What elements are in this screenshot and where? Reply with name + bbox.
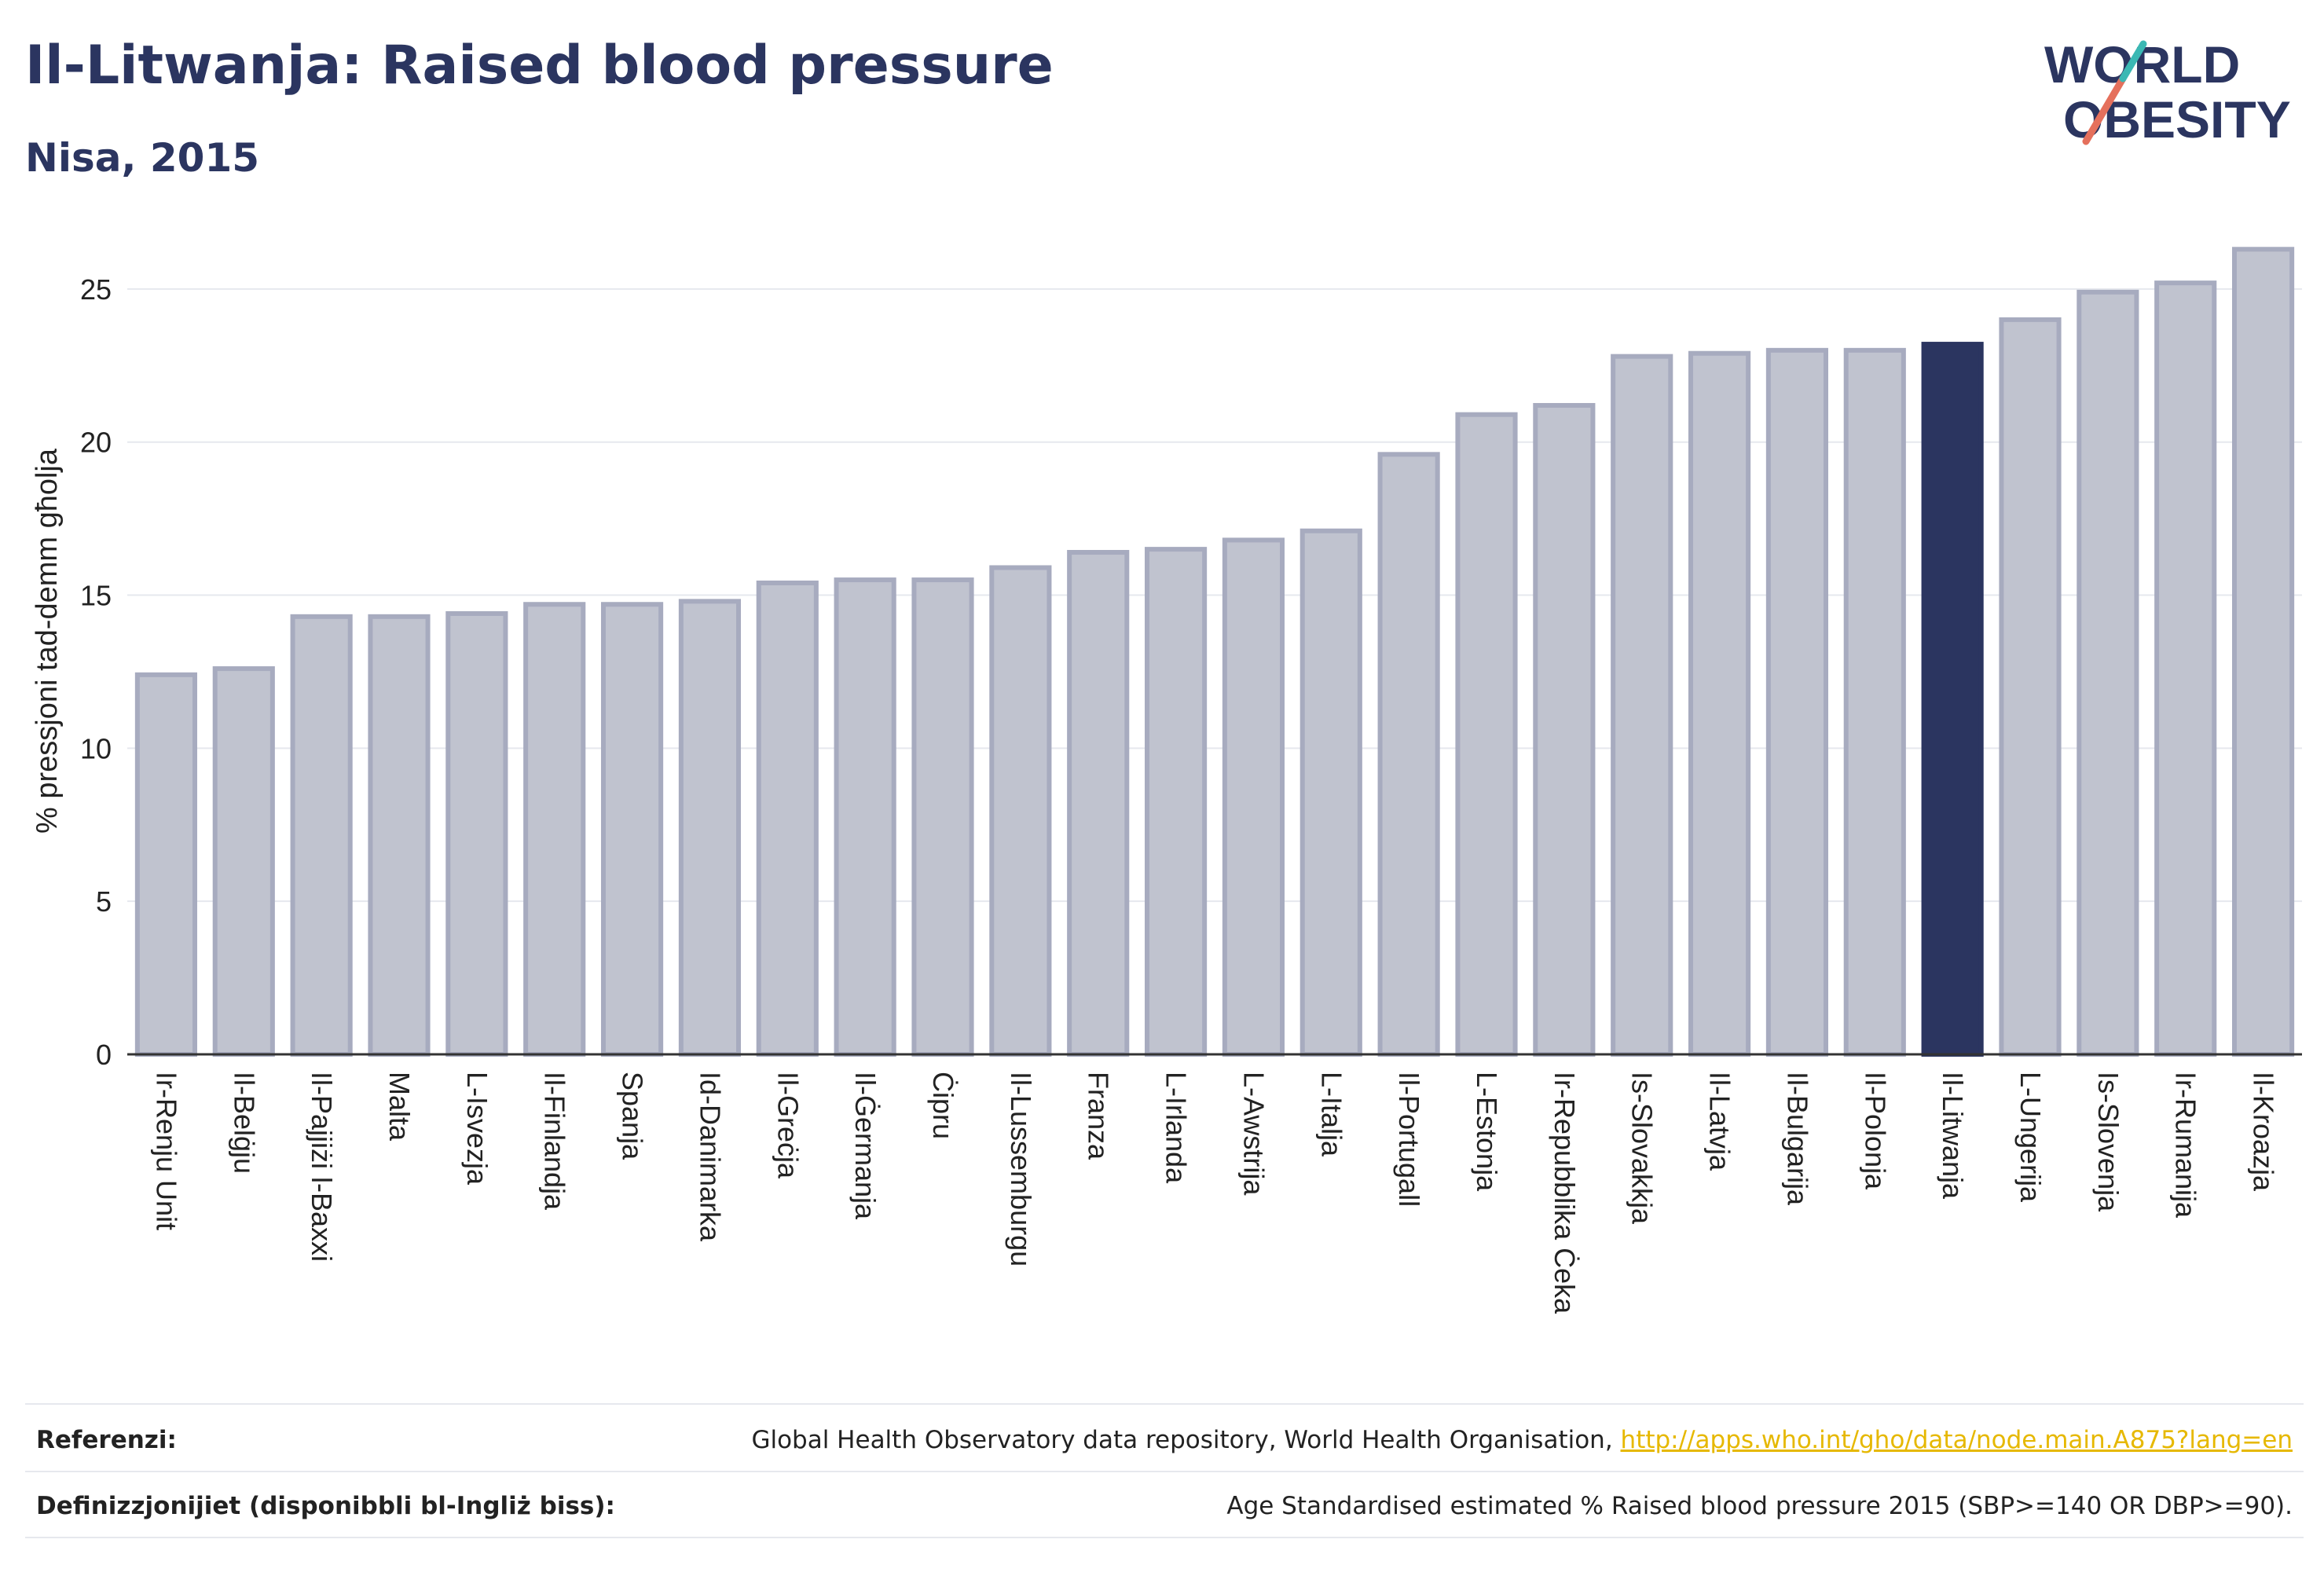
- bar: [1999, 317, 2062, 1057]
- x-tick-label: Is-Slovakkja: [1626, 1072, 1659, 1225]
- bar: [290, 614, 353, 1057]
- y-tick-label: 10: [80, 732, 112, 764]
- bar: [1222, 537, 1285, 1057]
- bar: [678, 599, 742, 1057]
- bar: [911, 577, 974, 1057]
- x-tick-labels: Ir-Renju Unit Il-Belġju Il-Pajjiżi l-Baxxi…: [150, 1072, 2279, 1314]
- footer-divider-top: [25, 1403, 2304, 1405]
- y-tick-label: 20: [80, 427, 112, 459]
- x-tick-label: Il-Ġermanja: [849, 1072, 882, 1220]
- x-tick-label: Il-Greċja: [772, 1072, 804, 1179]
- bar: [834, 577, 896, 1057]
- x-tick-label: Il-Litwanja: [1937, 1072, 1969, 1200]
- x-tick-label: Id-Danimarka: [694, 1072, 726, 1242]
- bar: [1144, 547, 1208, 1057]
- y-tick-label: 15: [80, 580, 112, 612]
- bar: [1067, 550, 1130, 1057]
- references-value: Global Health Observatory data repositor…: [751, 1426, 2304, 1454]
- x-tick-label: L-Awstrija: [1237, 1072, 1270, 1196]
- bar: [1377, 452, 1440, 1057]
- footer-references-row: Referenzi: Global Health Observatory dat…: [25, 1408, 2304, 1472]
- y-tick-label: 25: [80, 273, 112, 306]
- bar-highlight: [1921, 342, 1984, 1057]
- x-tick-label: Ir-Renju Unit: [150, 1072, 182, 1230]
- x-tick-label: Il-Latvja: [1704, 1072, 1736, 1171]
- bars: [134, 247, 2295, 1057]
- x-tick-label: Is-Slovenja: [2092, 1072, 2124, 1212]
- bar: [2231, 247, 2295, 1057]
- x-tick-label: Il-Lussemburgu: [1005, 1072, 1037, 1266]
- chart-title: Il-Litwanja: Raised blood pressure: [25, 35, 1054, 97]
- x-tick-label: Il-Pajjiżi l-Baxxi: [306, 1072, 338, 1262]
- references-label: Referenzi:: [36, 1426, 177, 1454]
- footer-divider-middle: [25, 1471, 2304, 1472]
- x-tick-label: Franza: [1083, 1072, 1115, 1160]
- bar: [134, 672, 198, 1057]
- x-tick-label: Spanja: [617, 1072, 649, 1160]
- x-tick-label: Il-Finlandja: [539, 1072, 571, 1211]
- definitions-label: Definizzjonijiet (disponibbli bl-Ingliż …: [36, 1492, 615, 1520]
- references-link[interactable]: http://apps.who.int/gho/data/node.main.A…: [1620, 1426, 2293, 1454]
- x-tick-label: Il-Kroazja: [2248, 1072, 2280, 1192]
- y-tick-label: 0: [96, 1039, 112, 1071]
- bar: [1843, 347, 1906, 1057]
- bar: [445, 610, 508, 1057]
- bar-chart: 0 5 10 15 20 25 Ir-Renju Unit Il-Belġju Il-Pajj…: [31, 247, 2302, 1314]
- x-tick-label: Ir-Repubblika Ċeka: [1549, 1072, 1581, 1314]
- bar: [2077, 289, 2139, 1057]
- chart-subtitle: Nisa, 2015: [25, 135, 260, 181]
- references-text: Global Health Observatory data repositor…: [751, 1426, 1621, 1454]
- y-tick-labels: 0 5 10 15 20 25: [80, 273, 112, 1071]
- logo-slash-top: [2082, 75, 2127, 145]
- x-tick-label: Ir-Rumanija: [2170, 1072, 2202, 1219]
- definitions-value: Age Standardised estimated % Raised bloo…: [1226, 1492, 2293, 1520]
- x-tick-label: L-Estonja: [1471, 1072, 1503, 1192]
- logo-slash-bottom: [2119, 40, 2147, 82]
- bar: [1533, 402, 1596, 1057]
- y-tick-label: 5: [96, 885, 112, 918]
- x-tick-label: Il-Polonja: [1859, 1072, 1891, 1190]
- x-tick-label: Il-Belġju: [228, 1072, 260, 1174]
- bar: [1765, 347, 1829, 1057]
- x-tick-label: Malta: [383, 1072, 416, 1142]
- world-obesity-logo: WORLD OBESITY: [2044, 35, 2291, 148]
- bar: [1611, 354, 1673, 1057]
- x-tick-label: L-Irlanda: [1160, 1072, 1193, 1184]
- bar: [1688, 350, 1751, 1057]
- footer-definitions-row: Definizzjonijiet (disponibbli bl-Ingliż …: [25, 1474, 2304, 1538]
- bar: [368, 614, 431, 1057]
- x-tick-label: L-Italja: [1315, 1072, 1347, 1157]
- x-tick-label: L-Ungerija: [2014, 1072, 2047, 1203]
- bar: [523, 602, 586, 1057]
- bar: [1455, 412, 1518, 1057]
- x-tick-label: Ċipru: [927, 1072, 959, 1139]
- footer-divider-bottom: [25, 1537, 2304, 1538]
- bar: [756, 580, 819, 1057]
- x-tick-label: Il-Portugall: [1393, 1072, 1425, 1207]
- x-tick-label: L-Isvezja: [461, 1072, 493, 1186]
- y-axis-label: % pressjoni tad-demm għolja: [31, 448, 64, 834]
- bar: [1299, 528, 1362, 1057]
- bar: [212, 666, 275, 1057]
- bar: [600, 602, 664, 1057]
- bar: [989, 565, 1052, 1057]
- x-tick-label: Il-Bulgarija: [1781, 1072, 1813, 1206]
- bar: [2154, 280, 2217, 1057]
